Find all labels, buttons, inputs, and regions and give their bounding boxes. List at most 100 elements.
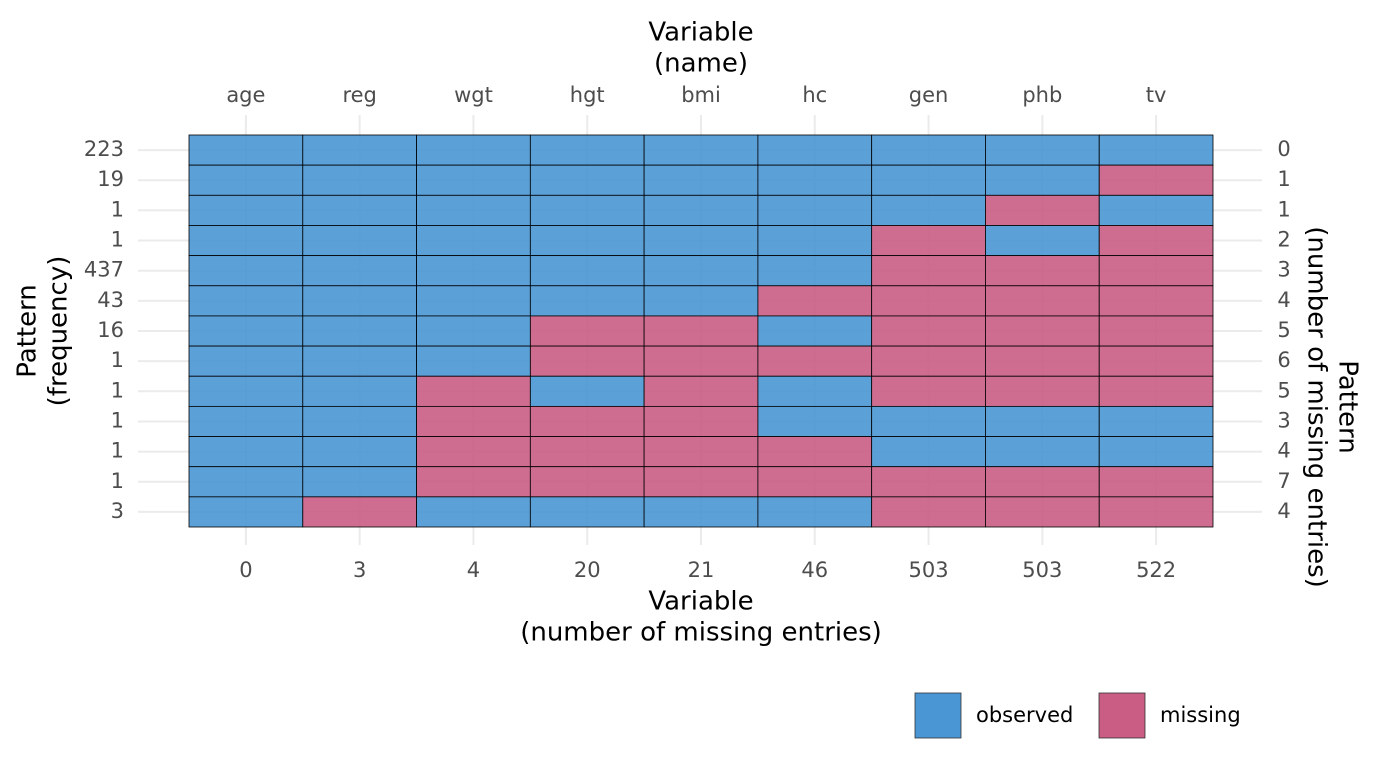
- y-left-label: 16: [97, 318, 124, 342]
- cell: [871, 285, 986, 317]
- cell: [643, 405, 759, 437]
- x-bottom-label: 20: [574, 558, 601, 582]
- y-left-label: 19: [97, 167, 124, 191]
- cell: [757, 496, 873, 528]
- cell: [1098, 164, 1214, 196]
- axis-title: (number of missing entries): [520, 618, 882, 648]
- x-top-label: phb: [1022, 83, 1062, 107]
- cell: [416, 164, 531, 196]
- cell: [529, 134, 645, 166]
- cell: [643, 375, 759, 407]
- cell: [871, 436, 986, 468]
- cell: [302, 405, 417, 437]
- legend-label: observed: [976, 703, 1073, 727]
- x-top-label: tv: [1146, 83, 1167, 107]
- axis-title: (number of missing entries): [1302, 226, 1332, 588]
- y-left-label: 1: [111, 197, 124, 221]
- cell: [757, 436, 873, 468]
- cell: [1098, 285, 1214, 317]
- cell: [188, 225, 304, 257]
- cell: [985, 436, 1100, 468]
- cell: [1098, 466, 1214, 498]
- axis-title: (name): [654, 49, 748, 79]
- cell: [871, 315, 986, 347]
- cell: [302, 496, 417, 528]
- cell: [985, 375, 1100, 407]
- cell: [302, 375, 417, 407]
- cell: [416, 255, 531, 287]
- cell: [871, 194, 986, 226]
- cell: [416, 315, 531, 347]
- cell: [985, 496, 1100, 528]
- legend-swatch: [914, 692, 962, 739]
- axis-title: (frequency): [44, 256, 74, 407]
- cell: [302, 466, 417, 498]
- cell: [529, 225, 645, 257]
- cell: [1098, 255, 1214, 287]
- cell: [302, 285, 417, 317]
- cell: [188, 134, 304, 166]
- x-top-label: hgt: [570, 83, 605, 107]
- x-bottom-label: 503: [1022, 558, 1062, 582]
- cell: [1098, 194, 1214, 226]
- cell: [1098, 436, 1214, 468]
- x-top-label: wgt: [454, 83, 493, 107]
- cell: [188, 466, 304, 498]
- x-top-label: hc: [802, 83, 827, 107]
- cell: [188, 315, 304, 347]
- cell: [757, 134, 873, 166]
- y-left-label: 1: [111, 439, 124, 463]
- y-left-label: 3: [111, 499, 124, 523]
- y-left-label: 1: [111, 378, 124, 402]
- cell: [1098, 375, 1214, 407]
- x-bottom-label: 503: [909, 558, 949, 582]
- y-left-label: 1: [111, 469, 124, 493]
- axis-title: Pattern: [13, 284, 43, 378]
- cell: [529, 466, 645, 498]
- cell: [985, 285, 1100, 317]
- cell: [188, 436, 304, 468]
- cell: [188, 405, 304, 437]
- cell: [529, 315, 645, 347]
- cell: [643, 194, 759, 226]
- cell: [985, 164, 1100, 196]
- cell: [643, 436, 759, 468]
- cell: [985, 134, 1100, 166]
- y-right-label: 7: [1277, 469, 1290, 493]
- cell: [871, 496, 986, 528]
- cell: [757, 285, 873, 317]
- cell: [1098, 496, 1214, 528]
- cell: [529, 164, 645, 196]
- axis-title: Variable: [648, 587, 753, 617]
- cell: [985, 255, 1100, 287]
- y-right-label: 2: [1277, 228, 1290, 252]
- y-left-label: 1: [111, 228, 124, 252]
- cell: [757, 315, 873, 347]
- cell: [1098, 345, 1214, 377]
- cell: [643, 164, 759, 196]
- x-bottom-label: 0: [239, 558, 252, 582]
- cell: [985, 345, 1100, 377]
- cell: [416, 285, 531, 317]
- cell: [302, 194, 417, 226]
- y-right-label: 4: [1277, 499, 1290, 523]
- y-left-label: 1: [111, 348, 124, 372]
- y-right-label: 1: [1277, 197, 1290, 221]
- cell: [985, 466, 1100, 498]
- cell: [529, 345, 645, 377]
- y-right-label: 3: [1277, 408, 1290, 432]
- cell: [188, 194, 304, 226]
- cell: [302, 225, 417, 257]
- cell: [871, 255, 986, 287]
- cell: [188, 164, 304, 196]
- y-right-label: 1: [1277, 167, 1290, 191]
- cell: [188, 255, 304, 287]
- y-right-label: 6: [1277, 348, 1290, 372]
- y-left-label: 43: [97, 288, 124, 312]
- cell: [302, 345, 417, 377]
- cell: [985, 315, 1100, 347]
- cell: [529, 255, 645, 287]
- y-left-label: 437: [84, 258, 124, 282]
- cell: [302, 255, 417, 287]
